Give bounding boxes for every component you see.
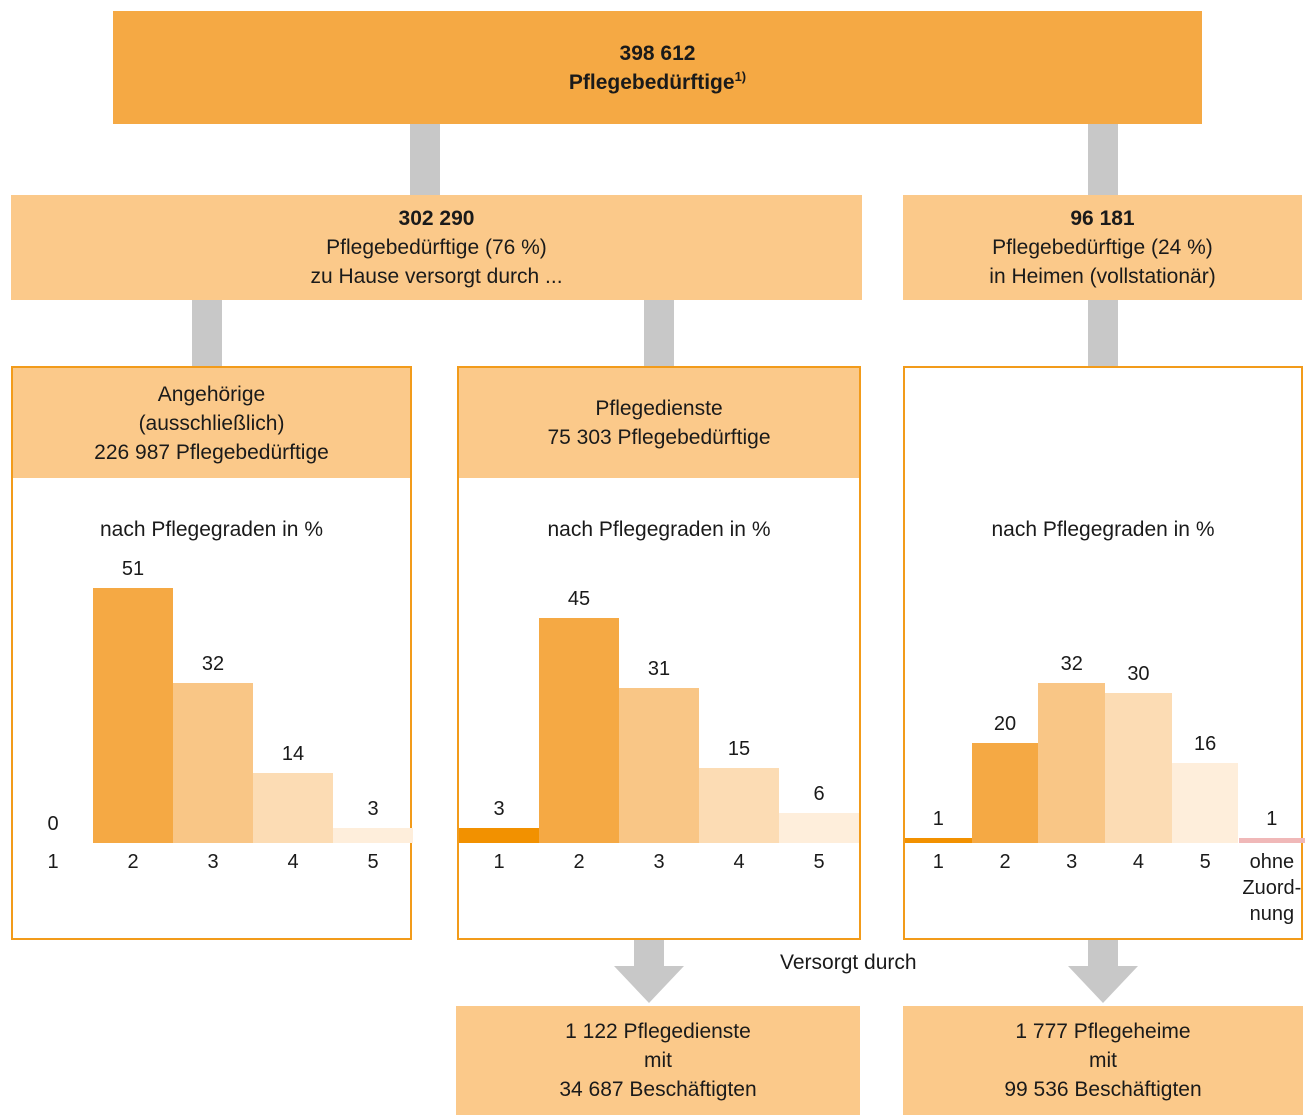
inpatient-line2: in Heimen (vollstationär) — [989, 265, 1216, 288]
value-label-0-1: 51 — [121, 558, 145, 580]
bar-1-1 — [539, 618, 619, 843]
panel-care-services-subtitle: nach Pflegegraden in % — [547, 518, 771, 541]
panel-relatives-head-line1: Angehörige — [157, 382, 266, 406]
panel-nursing-homes: nach Pflegegraden in % 1 1 20 2 32 3 30 4 16 5 1 oh… — [903, 366, 1306, 940]
category-label-1-1: 2 — [573, 851, 585, 873]
homes-box: 1 777 Pflegeheime mit 99 536 Beschäftigt… — [903, 1006, 1303, 1115]
connector-home-left — [192, 300, 222, 366]
connector-inpatient — [1088, 300, 1118, 366]
value-label-0-4: 3 — [367, 798, 379, 820]
value-label-1-4: 6 — [813, 783, 825, 805]
panel-care-services-head: Pflegedienste 75 303 Pflegebedürftige — [459, 368, 859, 478]
services-box: 1 122 Pflegedienste mit 34 687 Beschäfti… — [456, 1006, 860, 1115]
category-label-0-1: 2 — [127, 851, 139, 873]
category-label-1-2: 3 — [653, 851, 665, 873]
inpatient-line1: Pflegebedürftige (24 %) — [992, 236, 1213, 259]
arrow-down-services-icon — [614, 940, 684, 1003]
value-label-0-2: 32 — [201, 653, 225, 675]
homes-line1: 1 777 Pflegeheime — [1015, 1020, 1191, 1043]
bar-0-4 — [333, 828, 413, 843]
category-label-2-3: 4 — [1132, 851, 1144, 873]
panel-care-services: Pflegedienste 75 303 Pflegebedürftige na… — [457, 366, 861, 940]
services-line3: 34 687 Beschäftigten — [559, 1078, 757, 1101]
versorgt-label: Versorgt durch — [780, 951, 917, 974]
bar-2-3 — [1105, 693, 1172, 843]
category-label-2-5-line2: nung — [1249, 903, 1295, 925]
home-care-box: 302 290 Pflegebedürftige (76 %) zu Hause… — [11, 195, 862, 300]
total-label: Pflegebedürftige1) — [568, 68, 747, 94]
inpatient-value: 96 181 — [1070, 207, 1135, 230]
panel-relatives-subtitle: nach Pflegegraden in % — [100, 518, 323, 541]
connector-top-left — [410, 124, 440, 195]
category-label-2-1: 2 — [999, 851, 1011, 873]
bar-2-0 — [905, 838, 972, 843]
category-label-1-4: 5 — [813, 851, 825, 873]
value-label-0-3: 14 — [281, 743, 305, 765]
panel-relatives-head-line3: 226 987 Pflegebedürftige — [94, 440, 329, 464]
footnote-marker: 1) — [734, 68, 747, 84]
bar-0-2 — [173, 683, 253, 843]
panel-relatives: Angehörige (ausschließlich) 226 987 Pfle… — [11, 366, 413, 940]
category-label-0-2: 3 — [207, 851, 219, 873]
value-label-2-4: 16 — [1194, 733, 1217, 755]
homes-line2: mit — [1089, 1049, 1117, 1072]
value-label-0-0: 0 — [47, 813, 59, 835]
services-line2: mit — [644, 1049, 672, 1072]
value-label-2-2: 32 — [1060, 653, 1083, 675]
value-label-1-3: 15 — [727, 738, 751, 760]
category-label-2-0: 1 — [932, 851, 944, 873]
panel-relatives-head: Angehörige (ausschließlich) 226 987 Pfle… — [13, 368, 410, 478]
bar-1-0 — [459, 828, 539, 843]
category-label-2-5-line1: Zuord- — [1242, 877, 1302, 899]
total-box: 398 612 Pflegebedürftige1) — [113, 11, 1202, 124]
bar-1-4 — [779, 813, 859, 843]
panel-care-services-head-line1: Pflegedienste — [595, 397, 723, 420]
bar-2-5 — [1238, 838, 1306, 843]
category-label-2-2: 3 — [1066, 851, 1078, 873]
value-label-2-1: 20 — [993, 713, 1017, 735]
arrow-down-homes-icon — [1068, 940, 1138, 1003]
services-line1: 1 122 Pflegedienste — [565, 1020, 751, 1043]
panel-nursing-homes-subtitle: nach Pflegegraden in % — [991, 518, 1215, 541]
connector-home-right — [644, 300, 674, 366]
category-label-1-3: 4 — [733, 851, 745, 873]
category-label-1-0: 1 — [493, 851, 505, 873]
home-care-line2: zu Hause versorgt durch ... — [310, 265, 563, 288]
home-care-line1: Pflegebedürftige (76 %) — [326, 236, 547, 259]
category-label-0-3: 4 — [287, 851, 299, 873]
value-label-1-0: 3 — [493, 798, 505, 820]
value-label-2-0: 1 — [932, 808, 944, 830]
value-label-2-3: 30 — [1127, 663, 1150, 685]
panel-care-services-head-line2: 75 303 Pflegebedürftige — [547, 426, 771, 449]
value-label-1-2: 31 — [647, 658, 671, 680]
category-label-2-5-line0: ohne — [1249, 851, 1295, 873]
connector-top-right — [1088, 124, 1118, 195]
bar-1-3 — [699, 768, 779, 843]
bar-0-3 — [253, 773, 333, 843]
category-label-2-5: ohne Zuord-nung — [1239, 849, 1306, 927]
bar-0-1 — [93, 588, 173, 843]
bar-2-4 — [1171, 763, 1239, 843]
inpatient-box: 96 181 Pflegebedürftige (24 %) in Heimen… — [903, 195, 1302, 300]
home-care-value: 302 290 — [398, 207, 475, 230]
value-label-2-5: 1 — [1266, 808, 1278, 830]
value-label-1-1: 45 — [567, 588, 591, 610]
bar-1-2 — [619, 688, 699, 843]
panel-relatives-head-line2: (ausschließlich) — [138, 411, 285, 435]
category-label-2-4: 5 — [1199, 851, 1211, 873]
homes-line3: 99 536 Beschäftigten — [1004, 1078, 1202, 1101]
bar-2-2 — [1038, 683, 1106, 843]
category-label-0-4: 5 — [367, 851, 379, 873]
category-label-0-0: 1 — [47, 851, 59, 873]
bar-2-1 — [971, 743, 1039, 843]
total-value: 398 612 — [619, 41, 696, 65]
